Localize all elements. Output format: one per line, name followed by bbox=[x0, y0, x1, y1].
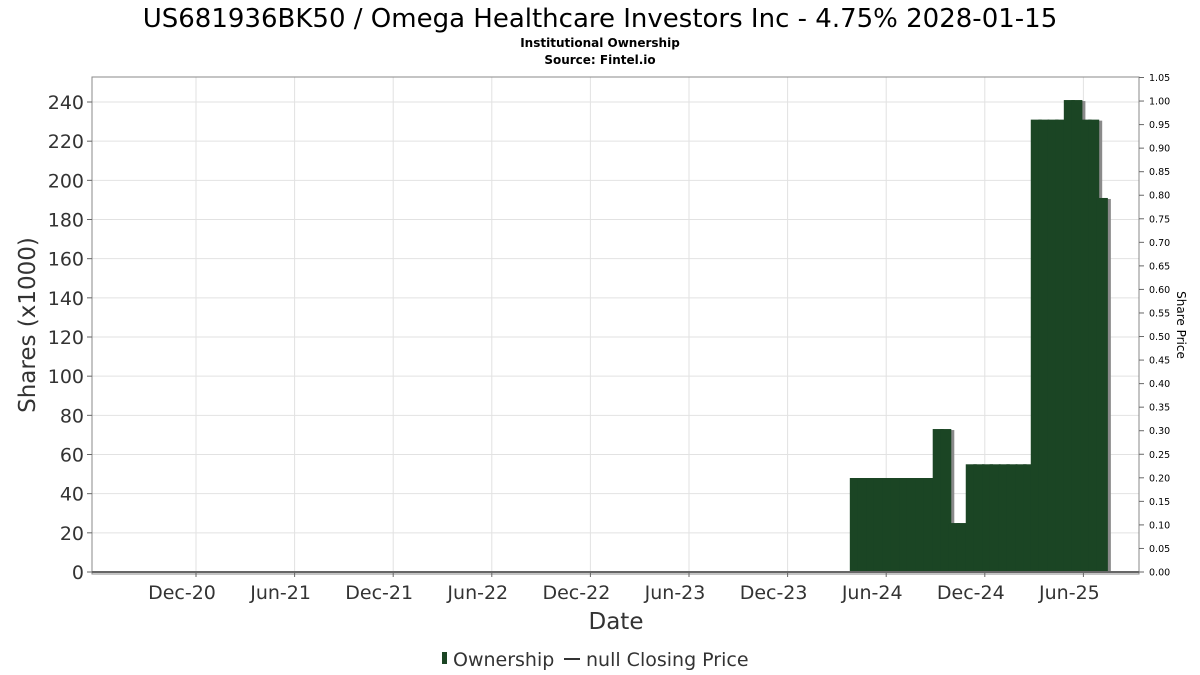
legend-price-label: null Closing Price bbox=[586, 649, 749, 671]
bar bbox=[932, 429, 944, 572]
y2-tick-label: 0.25 bbox=[1149, 450, 1170, 461]
x-axis-label: Date bbox=[589, 609, 644, 635]
y-tick-label: 240 bbox=[48, 92, 84, 114]
bar bbox=[1096, 197, 1108, 572]
y-tick-label: 200 bbox=[48, 170, 84, 192]
y2-tick-label: 0.85 bbox=[1149, 167, 1170, 178]
bar-series-ownership bbox=[849, 100, 1111, 573]
bar bbox=[873, 478, 885, 572]
bar bbox=[1063, 100, 1075, 573]
bar bbox=[866, 478, 878, 572]
x-tick-label: Jun-23 bbox=[644, 582, 706, 604]
y2-tick-label: 0.15 bbox=[1149, 497, 1170, 508]
y2-tick-label: 1.00 bbox=[1149, 97, 1170, 108]
y2-tick-label: 0.05 bbox=[1149, 544, 1170, 555]
y-tick-label: 20 bbox=[60, 523, 84, 545]
y2-tick-label: 0.10 bbox=[1149, 520, 1170, 531]
bar bbox=[1071, 100, 1083, 573]
y-axis-ticks: 0 20 40 60 80 100 120 140 160 180 200 220 240 bbox=[48, 92, 92, 584]
legend-ownership-swatch bbox=[442, 652, 447, 664]
y2-tick-label: 0.55 bbox=[1149, 308, 1170, 319]
y2-tick-label: 0.00 bbox=[1149, 568, 1170, 579]
bar bbox=[1088, 119, 1100, 573]
x-tick-label: Jun-22 bbox=[446, 582, 508, 604]
y2-tick-label: 0.65 bbox=[1149, 261, 1170, 272]
y-tick-label: 120 bbox=[48, 327, 84, 349]
bar bbox=[1038, 119, 1050, 573]
y2-tick-label: 0.50 bbox=[1149, 332, 1170, 343]
y2-tick-label: 0.90 bbox=[1149, 144, 1170, 155]
bar bbox=[1055, 119, 1067, 573]
y2-tick-label: 0.45 bbox=[1149, 356, 1170, 367]
y-axis-label: Shares (x1000) bbox=[15, 237, 41, 413]
y2-tick-label: 0.80 bbox=[1149, 191, 1170, 202]
x-tick-label: Jun-21 bbox=[249, 582, 311, 604]
x-tick-label: Dec-21 bbox=[345, 582, 413, 604]
y2-tick-label: 0.75 bbox=[1149, 214, 1170, 225]
bar bbox=[849, 478, 861, 572]
bar bbox=[882, 478, 894, 572]
y2-axis-label: Share Price bbox=[1174, 291, 1188, 359]
bar bbox=[899, 478, 911, 572]
bar bbox=[1080, 119, 1092, 573]
bar bbox=[1015, 464, 1027, 572]
y2-tick-label: 1.05 bbox=[1149, 73, 1170, 84]
bar bbox=[1030, 119, 1042, 573]
bar bbox=[940, 429, 952, 572]
bar bbox=[1047, 119, 1059, 573]
x-tick-label: Dec-22 bbox=[542, 582, 610, 604]
bar bbox=[956, 523, 968, 572]
bar bbox=[1006, 464, 1018, 572]
bar bbox=[948, 523, 960, 572]
y2-tick-label: 0.30 bbox=[1149, 426, 1170, 437]
chart-title: US681936BK50 / Omega Healthcare Investor… bbox=[143, 4, 1058, 34]
y-tick-label: 180 bbox=[48, 210, 84, 232]
legend-ownership-label: Ownership bbox=[453, 649, 554, 671]
y2-tick-label: 0.60 bbox=[1149, 285, 1170, 296]
bar bbox=[998, 464, 1010, 572]
bar bbox=[965, 464, 977, 572]
bar bbox=[973, 464, 985, 572]
y-tick-label: 80 bbox=[60, 405, 84, 427]
y2-tick-label: 0.95 bbox=[1149, 120, 1170, 131]
y-tick-label: 140 bbox=[48, 288, 84, 310]
plot-border bbox=[91, 76, 1140, 575]
y-tick-label: 220 bbox=[48, 131, 84, 153]
x-tick-label: Jun-24 bbox=[841, 582, 903, 604]
chart-subtitle: Institutional Ownership bbox=[520, 36, 680, 50]
y-tick-label: 60 bbox=[60, 445, 84, 467]
bar bbox=[1023, 464, 1035, 572]
bar bbox=[982, 464, 994, 572]
bar bbox=[923, 478, 935, 572]
y-tick-label: 100 bbox=[48, 366, 84, 388]
x-tick-label: Dec-23 bbox=[740, 582, 808, 604]
x-tick-label: Dec-20 bbox=[148, 582, 216, 604]
y2-tick-label: 0.35 bbox=[1149, 403, 1170, 414]
bar bbox=[890, 478, 902, 572]
x-tick-label: Jun-25 bbox=[1038, 582, 1100, 604]
x-tick-label: Dec-24 bbox=[937, 582, 1005, 604]
y-tick-label: 0 bbox=[72, 562, 84, 584]
y2-tick-label: 0.20 bbox=[1149, 473, 1170, 484]
x-axis-ticks: Dec-20 Jun-21 Dec-21 Jun-22 Dec-22 Jun-23 Dec-… bbox=[148, 572, 1100, 604]
bar bbox=[915, 478, 927, 572]
y-tick-label: 160 bbox=[48, 249, 84, 271]
y2-tick-label: 0.70 bbox=[1149, 238, 1170, 249]
bar bbox=[857, 478, 869, 572]
bar bbox=[906, 478, 918, 572]
bar bbox=[989, 464, 1001, 572]
y2-tick-label: 0.40 bbox=[1149, 379, 1170, 390]
legend: Ownership null Closing Price bbox=[442, 649, 749, 671]
chart-source: Source: Fintel.io bbox=[544, 53, 655, 67]
y2-axis-ticks: 0.00 0.05 0.10 0.15 0.20 0.25 0.30 0.35 0.40 0.45… bbox=[1139, 73, 1170, 579]
y-tick-label: 40 bbox=[60, 484, 84, 506]
